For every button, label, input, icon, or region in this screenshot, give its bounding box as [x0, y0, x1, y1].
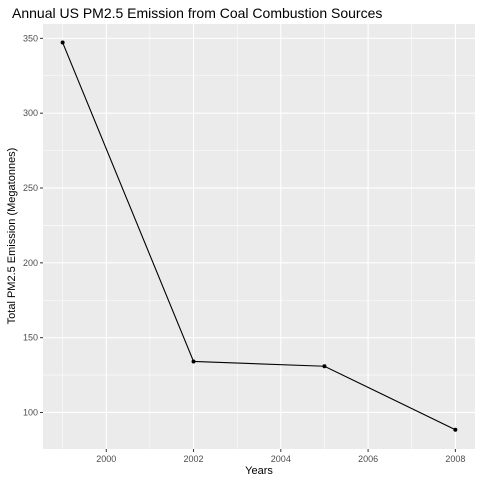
- y-axis-label: Total PM2.5 Emission (Megatonnes): [6, 148, 18, 325]
- x-axis-label: Years: [245, 465, 273, 477]
- plot-panel: [43, 24, 475, 449]
- data-point: [60, 40, 65, 45]
- y-tick-label: 100: [23, 407, 38, 417]
- x-tick-label: 2002: [184, 454, 204, 464]
- data-point: [453, 427, 458, 432]
- data-point: [322, 364, 327, 369]
- x-tick-label: 2000: [96, 454, 116, 464]
- data-point: [191, 359, 196, 364]
- y-tick-label: 200: [23, 258, 38, 268]
- y-tick-label: 250: [23, 183, 38, 193]
- x-tick-label: 2006: [358, 454, 378, 464]
- series-line: [62, 42, 456, 431]
- x-tick-label: 2008: [445, 454, 465, 464]
- y-tick-label: 350: [23, 33, 38, 43]
- x-tick-label: 2004: [271, 454, 291, 464]
- y-tick-label: 300: [23, 108, 38, 118]
- y-tick-label: 150: [23, 333, 38, 343]
- chart-title: Annual US PM2.5 Emission from Coal Combu…: [12, 5, 382, 21]
